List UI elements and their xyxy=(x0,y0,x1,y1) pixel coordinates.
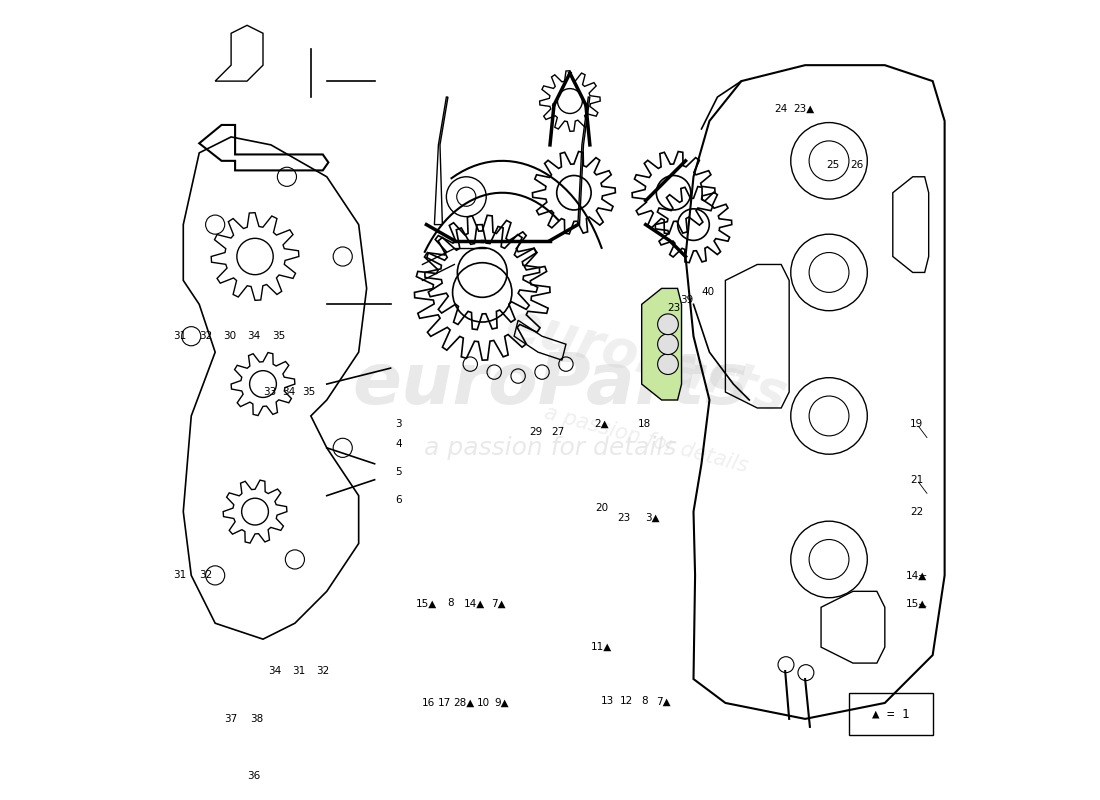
Text: a passion for details: a passion for details xyxy=(424,436,676,460)
Text: 7▲: 7▲ xyxy=(656,696,671,706)
Text: 31: 31 xyxy=(293,666,306,676)
Text: ▲ = 1: ▲ = 1 xyxy=(872,708,910,721)
Text: 7▲: 7▲ xyxy=(491,598,506,608)
Text: 3▲: 3▲ xyxy=(645,513,659,523)
Text: 32: 32 xyxy=(199,570,212,580)
Text: 34: 34 xyxy=(246,331,260,342)
Text: 11▲: 11▲ xyxy=(591,642,613,652)
Text: 23: 23 xyxy=(667,303,680,314)
Text: 36: 36 xyxy=(246,771,260,782)
Text: 14▲: 14▲ xyxy=(906,570,927,580)
Text: 27: 27 xyxy=(551,427,564,437)
Text: 15▲: 15▲ xyxy=(416,598,437,608)
Text: 28▲: 28▲ xyxy=(453,698,474,708)
Text: 30: 30 xyxy=(223,331,236,342)
Text: 2▲: 2▲ xyxy=(594,419,609,429)
Text: 10: 10 xyxy=(476,698,490,708)
Circle shape xyxy=(658,314,679,334)
Text: 32: 32 xyxy=(316,666,329,676)
Text: 38: 38 xyxy=(250,714,263,724)
Text: 9▲: 9▲ xyxy=(495,698,509,708)
Text: a passion for details: a passion for details xyxy=(541,403,750,477)
Text: 24: 24 xyxy=(774,104,788,114)
Text: 32: 32 xyxy=(199,331,212,342)
Polygon shape xyxy=(641,288,682,400)
Text: 31: 31 xyxy=(173,570,186,580)
Text: 33: 33 xyxy=(263,387,276,397)
Circle shape xyxy=(658,354,679,374)
Text: 4: 4 xyxy=(395,439,402,449)
Text: 40: 40 xyxy=(702,287,714,298)
Text: 20: 20 xyxy=(595,502,608,513)
Text: 39: 39 xyxy=(681,295,694,306)
Text: 12: 12 xyxy=(620,696,634,706)
Text: 22: 22 xyxy=(910,506,923,517)
Text: 34: 34 xyxy=(268,666,282,676)
Text: euroParts: euroParts xyxy=(352,350,748,418)
Text: euroParts: euroParts xyxy=(499,298,792,422)
Text: 34: 34 xyxy=(282,387,295,397)
Text: 18: 18 xyxy=(637,419,651,429)
Text: 14▲: 14▲ xyxy=(463,598,485,608)
Circle shape xyxy=(658,334,679,354)
Text: 37: 37 xyxy=(224,714,238,724)
Text: 8: 8 xyxy=(447,598,453,608)
Text: 19: 19 xyxy=(910,419,923,429)
Text: 15▲: 15▲ xyxy=(906,598,927,608)
Text: 5: 5 xyxy=(395,466,402,477)
Text: 8: 8 xyxy=(641,696,648,706)
Text: 35: 35 xyxy=(302,387,316,397)
Text: 31: 31 xyxy=(173,331,186,342)
Text: 16: 16 xyxy=(422,698,436,708)
Text: 26: 26 xyxy=(850,160,864,170)
Text: 25: 25 xyxy=(826,160,839,170)
Text: 29: 29 xyxy=(529,427,542,437)
Text: 6: 6 xyxy=(395,494,402,505)
Text: 3: 3 xyxy=(395,419,402,429)
Text: 35: 35 xyxy=(273,331,286,342)
Text: 23▲: 23▲ xyxy=(793,104,814,114)
Text: 21: 21 xyxy=(910,474,923,485)
Text: 23: 23 xyxy=(617,513,630,523)
Text: 13: 13 xyxy=(601,696,614,706)
Text: 17: 17 xyxy=(438,698,451,708)
